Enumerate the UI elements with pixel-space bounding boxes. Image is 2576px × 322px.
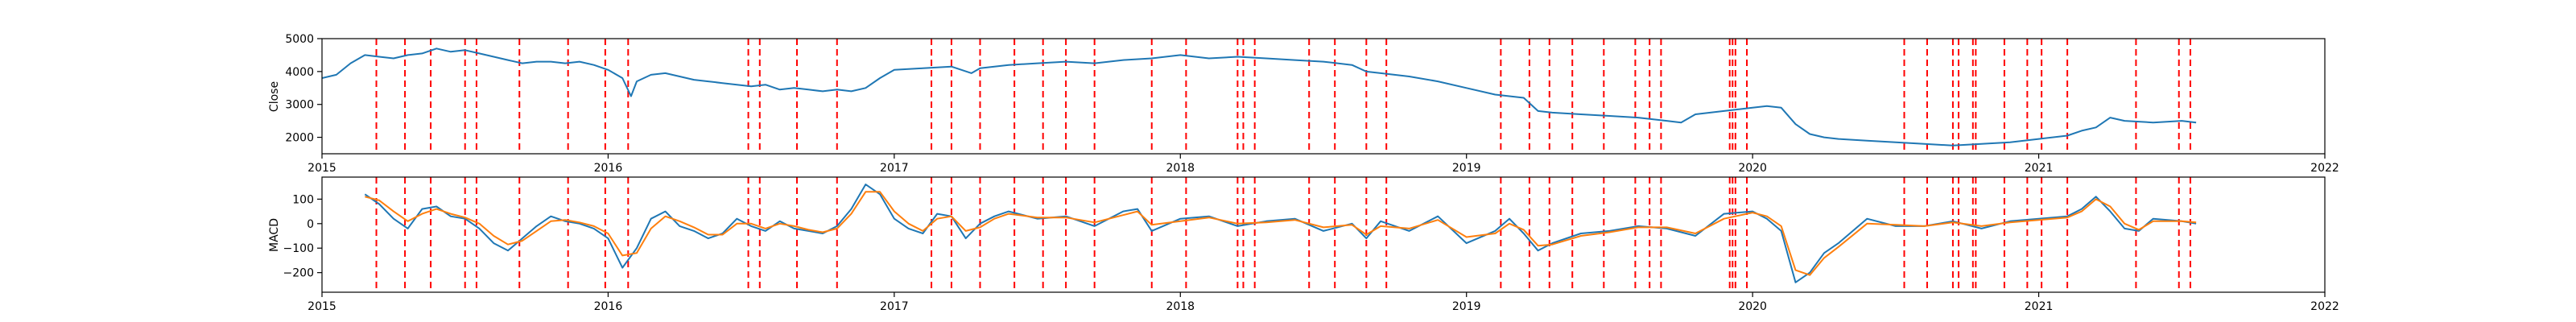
close-axes-frame: [321, 38, 2326, 155]
macd-x-tick-label: 2016: [594, 300, 623, 313]
macd-y-tick-label: −200: [283, 267, 314, 280]
close-event-markers: [375, 39, 2191, 154]
macd-x-tick-label: 2022: [2310, 300, 2339, 313]
close-plot-area: [321, 38, 2326, 155]
close-y-tick-label: 3000: [285, 99, 314, 112]
close-y-tick-label: 5000: [285, 33, 314, 46]
close-series-close-line: [322, 47, 2197, 147]
macd-axes-frame: [321, 176, 2326, 293]
macd-x-ticks: 2015 2016 2017 2018 2019 2020 2021 2022: [308, 292, 2339, 313]
close-x-tick-label: 2021: [2025, 162, 2054, 175]
macd-event-markers: [375, 177, 2191, 292]
macd-y-tick-label: −100: [283, 242, 314, 255]
close-x-tick-label: 2020: [1738, 162, 1767, 175]
close-y-tick-label: 2000: [285, 132, 314, 145]
close-x-tick-label: 2018: [1166, 162, 1195, 175]
close-ylabel: Close: [268, 81, 281, 112]
close-y-tick-label: 4000: [285, 66, 314, 79]
close-x-tick-label: 2017: [880, 162, 909, 175]
close-series-group: [322, 47, 2197, 147]
macd-plot-area: [321, 176, 2326, 293]
macd-series-group: [364, 184, 2197, 283]
macd-y-tick-label: 100: [292, 193, 314, 206]
macd-y-tick-label: 0: [307, 218, 314, 231]
macd-y-ticks: −200 −100 0 100: [283, 193, 322, 280]
close-x-tick-label: 2022: [2310, 162, 2339, 175]
macd-x-tick-label: 2015: [308, 300, 336, 313]
macd-x-tick-label: 2018: [1166, 300, 1195, 313]
close-x-tick-label: 2015: [308, 162, 336, 175]
macd-x-tick-label: 2020: [1738, 300, 1767, 313]
close-x-ticks: 2015 2016 2017 2018 2019 2020 2021 2022: [308, 154, 2339, 175]
macd-series-signal-line: [365, 191, 2197, 276]
close-x-tick-label: 2016: [594, 162, 623, 175]
macd-series-macd-line: [364, 184, 2197, 283]
close-x-tick-label: 2019: [1452, 162, 1481, 175]
macd-x-tick-label: 2019: [1452, 300, 1481, 313]
close-y-ticks: 2000 3000 4000 5000: [285, 33, 322, 145]
macd-x-tick-label: 2017: [880, 300, 909, 313]
macd-ylabel: MACD: [268, 218, 281, 252]
macd-x-tick-label: 2021: [2025, 300, 2054, 313]
